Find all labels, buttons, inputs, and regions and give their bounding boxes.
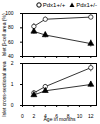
svg-text:100: 100 — [5, 10, 14, 17]
html-text:Pdx1+/-: Pdx1+/- — [76, 2, 97, 8]
svg-text:0: 0 — [21, 113, 24, 119]
svg-text:1: 1 — [11, 81, 14, 87]
svg-text:Islet cross-sectional area (%): Islet cross-sectional area (%) — [1, 60, 7, 117]
svg-text:Islet β-cell area (%): Islet β-cell area (%) — [1, 13, 7, 56]
svg-text:2: 2 — [32, 113, 35, 119]
svg-text:80: 80 — [8, 24, 14, 30]
svg-text:60: 60 — [8, 39, 14, 45]
svg-text:0: 0 — [11, 102, 14, 108]
svg-text:12: 12 — [88, 113, 94, 119]
svg-text:10: 10 — [77, 113, 83, 119]
svg-text:2: 2 — [11, 60, 14, 66]
svg-text:Age in months: Age in months — [44, 116, 76, 122]
svg-text:40: 40 — [8, 53, 14, 59]
html-text:Pdx1+/+: Pdx1+/+ — [42, 2, 66, 8]
